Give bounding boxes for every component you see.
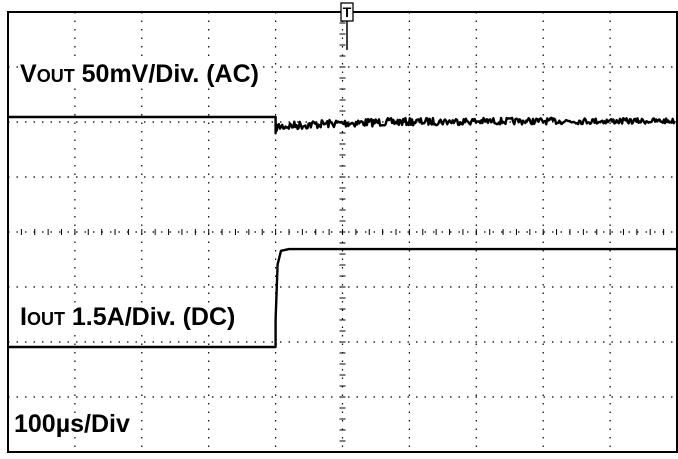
timebase-label: 100µs/Div — [14, 410, 130, 438]
vout-channel-label: VOUT 50mV/Div. (AC) — [20, 60, 259, 88]
vout-trace — [8, 115, 676, 135]
scope-traces — [8, 115, 677, 349]
iout-channel-label: IOUT 1.5A/Div. (DC) — [20, 303, 236, 331]
iout-trace — [8, 247, 677, 349]
trigger-marker-letter: T — [343, 4, 352, 20]
trigger-marker: T — [340, 2, 354, 50]
